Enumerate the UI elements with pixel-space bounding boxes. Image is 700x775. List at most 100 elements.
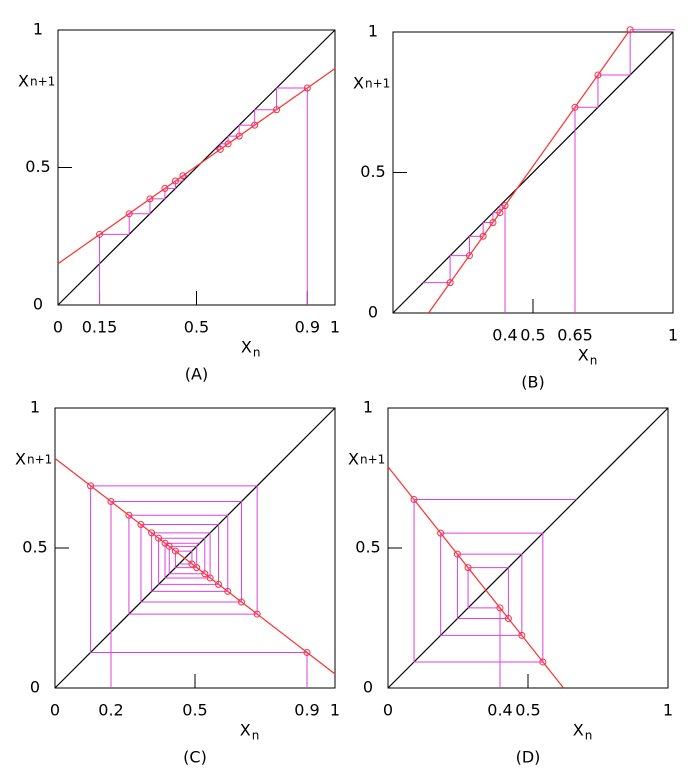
- x-tick-label: 0: [383, 701, 393, 720]
- x-tick-label: 0.2: [98, 701, 123, 720]
- orbit-point: [125, 210, 133, 218]
- x-tick-label: 0: [50, 701, 60, 720]
- orbit-point: [155, 534, 163, 542]
- x-tick-label: 0.9: [295, 318, 320, 337]
- y-tick-label: 1: [363, 398, 373, 417]
- y-axis-label: X: [353, 74, 364, 93]
- panel-label: (A): [185, 365, 208, 384]
- y-axis-label: X: [15, 450, 26, 469]
- x-tick-label: 0.4: [492, 326, 517, 345]
- y-tick-label: 0.5: [22, 538, 47, 557]
- x-tick-label: 0.5: [184, 318, 209, 337]
- x-tick-label: 0.15: [82, 318, 118, 337]
- orbit-point: [496, 209, 504, 217]
- y-axis-label-sub: n+1: [30, 75, 55, 89]
- orbit-point: [539, 658, 547, 666]
- orbit-point: [479, 232, 487, 240]
- y-tick-label: 0.5: [355, 538, 380, 557]
- orbit-point: [626, 26, 634, 34]
- orbit-point: [437, 529, 445, 537]
- orbit-point: [496, 604, 504, 612]
- y-tick-label: 1: [30, 398, 40, 417]
- panel-label: (B): [521, 373, 544, 392]
- orbit-point: [148, 529, 156, 537]
- x-axis-label: X: [241, 338, 252, 357]
- orbit-point: [161, 184, 169, 192]
- orbit-point: [206, 574, 214, 582]
- identity-line: [392, 31, 674, 314]
- y-tick-label: 1: [368, 22, 378, 41]
- y-tick-label: 0.5: [25, 157, 50, 176]
- panel-label: (C): [183, 748, 207, 767]
- orbit-point: [125, 511, 133, 519]
- orbit-point: [251, 121, 259, 129]
- y-tick-label: 0.5: [360, 162, 385, 181]
- orbit-point: [96, 230, 104, 238]
- orbit-point: [193, 564, 201, 572]
- orbit-point: [161, 539, 169, 547]
- orbit-point: [518, 631, 526, 639]
- orbit-point: [571, 103, 579, 111]
- x-axis-label-sub: n: [585, 729, 593, 743]
- y-tick-label: 0: [33, 295, 43, 314]
- orbit-point: [410, 496, 418, 504]
- orbit-point: [171, 547, 179, 555]
- y-tick-label: 0: [30, 678, 40, 697]
- orbit-point: [489, 219, 497, 227]
- y-axis-label-sub: n+1: [27, 453, 52, 467]
- orbit-point: [224, 587, 232, 595]
- orbit-point: [504, 615, 512, 623]
- orbit-point: [137, 520, 145, 528]
- x-axis-label: X: [573, 721, 584, 740]
- x-axis-label: X: [240, 721, 251, 740]
- orbit-point: [303, 648, 311, 656]
- identity-line: [57, 29, 336, 306]
- orbit-point: [465, 252, 473, 260]
- x-tick-label: 1: [330, 701, 340, 720]
- x-tick-label: 0: [53, 318, 63, 337]
- orbit-point: [107, 498, 115, 506]
- x-tick-label: 0.65: [557, 326, 593, 345]
- x-axis-label-sub: n: [252, 729, 260, 743]
- orbit-point: [179, 172, 187, 180]
- orbit-point: [453, 550, 461, 558]
- x-axis-label-sub: n: [590, 354, 598, 368]
- orbit-point: [235, 132, 243, 140]
- x-axis-label: X: [578, 346, 589, 365]
- map-line: [428, 31, 629, 314]
- orbit-point: [146, 195, 154, 203]
- orbit-point: [253, 610, 261, 618]
- orbit-point: [188, 560, 196, 568]
- y-axis-label-sub: n+1: [360, 453, 385, 467]
- identity-line: [387, 407, 669, 689]
- x-tick-label: 1: [330, 318, 340, 337]
- y-axis-label-sub: n+1: [365, 77, 390, 91]
- map-line: [57, 68, 336, 265]
- orbit-point: [273, 106, 281, 114]
- x-tick-label: 0.5: [520, 326, 545, 345]
- orbit-point: [464, 564, 472, 572]
- orbit-point: [216, 145, 224, 153]
- orbit-point: [501, 202, 509, 210]
- x-tick-label: 0.5: [182, 701, 207, 720]
- y-tick-label: 0: [363, 678, 373, 697]
- x-tick-label: 0.5: [515, 701, 540, 720]
- map-line: [54, 457, 336, 675]
- y-axis-label: X: [348, 450, 359, 469]
- identity-line: [54, 407, 336, 689]
- map-line: [387, 466, 565, 689]
- orbit-point: [171, 177, 179, 185]
- y-tick-label: 0: [368, 303, 378, 322]
- y-axis-label: X: [18, 72, 29, 91]
- orbit-point: [215, 580, 223, 588]
- orbit-point: [87, 482, 95, 490]
- orbit-point: [303, 84, 311, 92]
- x-axis-label-sub: n: [253, 346, 261, 360]
- x-tick-label: 1: [668, 326, 678, 345]
- orbit-point: [594, 71, 602, 79]
- orbit-point: [237, 598, 245, 606]
- x-tick-label: 1: [663, 701, 673, 720]
- x-tick-label: 0.9: [294, 701, 319, 720]
- orbit-point: [224, 140, 232, 148]
